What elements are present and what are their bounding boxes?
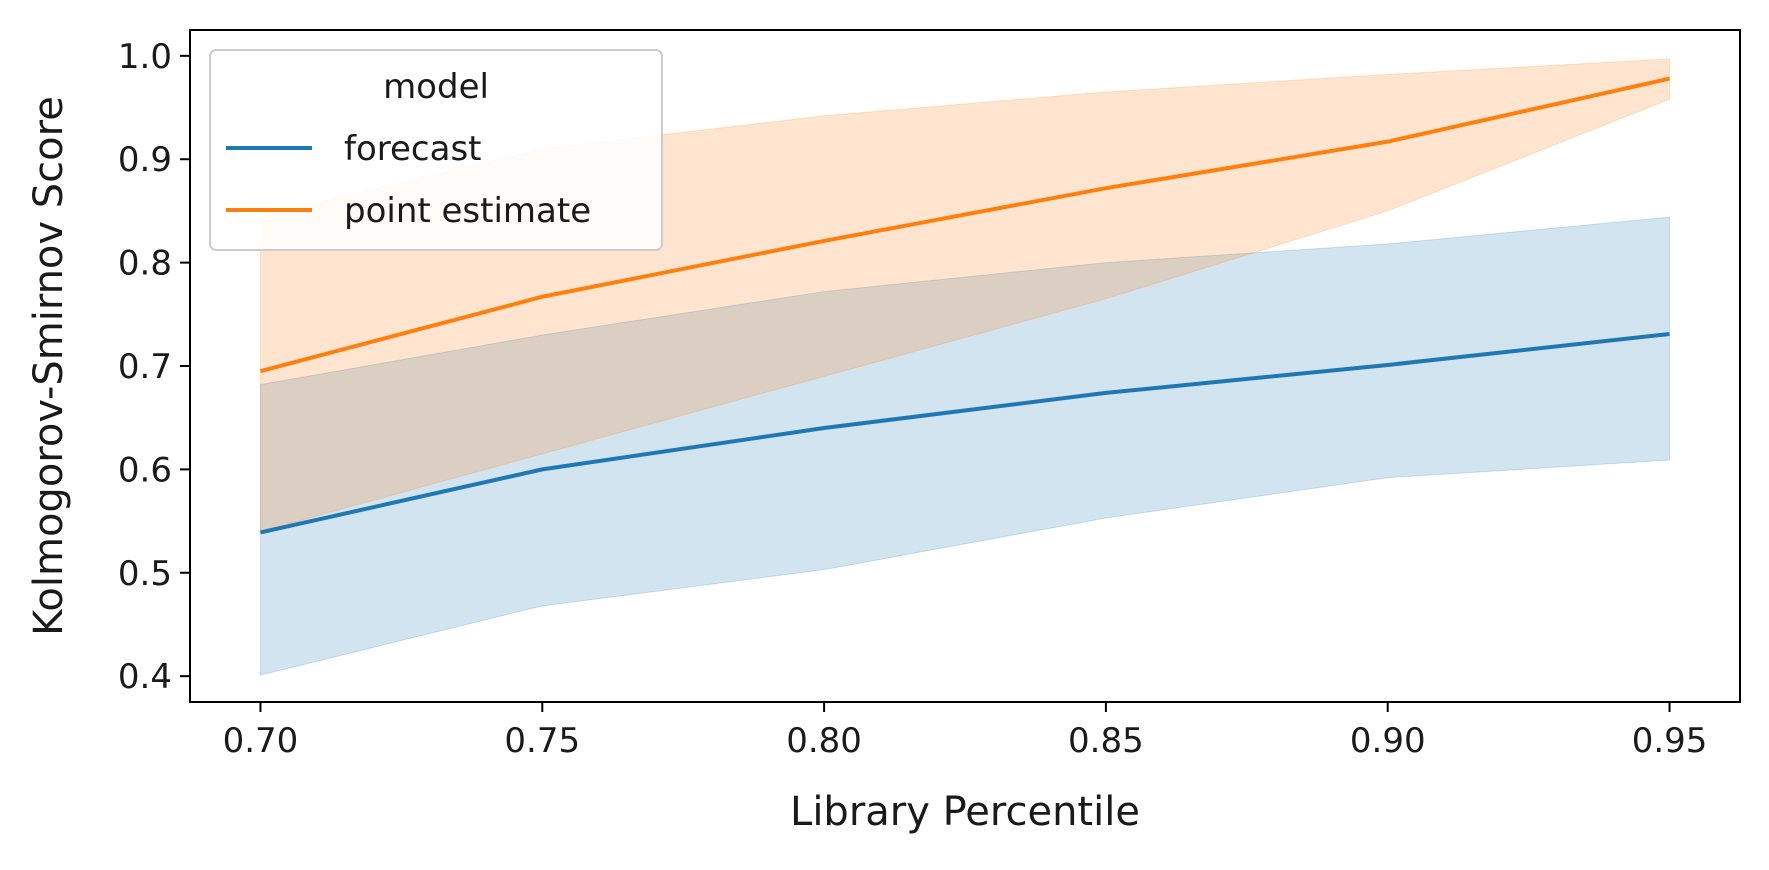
series-line-point-estimate [259, 76, 1670, 374]
y-tick-label: 0.9 [118, 140, 172, 180]
y-tick-label: 0.8 [118, 244, 172, 284]
x-tick-label: 0.70 [223, 721, 299, 761]
y-axis: 0.4 0.5 0.6 0.7 0.8 0.9 1.0 [118, 37, 190, 697]
x-tick-label: 0.80 [786, 721, 862, 761]
y-tick-label: 1.0 [118, 37, 172, 77]
legend-box [209, 49, 663, 251]
x-tick-label: 0.90 [1350, 721, 1426, 761]
y-tick-label: 0.5 [118, 554, 172, 594]
x-tick-label: 0.95 [1632, 721, 1708, 761]
x-axis: 0.70 0.75 0.80 0.85 0.90 0.95 [223, 702, 1708, 761]
series-line-forecast [260, 331, 1670, 535]
legend-label-point-estimate: point estimate [344, 191, 591, 231]
y-tick-label: 0.7 [118, 347, 172, 387]
legend-label-forecast: forecast [344, 129, 482, 169]
confidence-band-forecast [259, 216, 1671, 676]
legend-title: model [383, 67, 489, 107]
y-axis-label: Kolmogorov-Smirnov Score [26, 96, 72, 636]
legend: model forecast point estimate [209, 49, 663, 251]
y-tick-label: 0.6 [118, 450, 172, 490]
x-tick-label: 0.75 [504, 721, 580, 761]
x-tick-label: 0.85 [1068, 721, 1144, 761]
series-lines [259, 76, 1670, 535]
x-axis-label: Library Percentile [790, 789, 1140, 835]
y-tick-label: 0.4 [118, 657, 172, 697]
